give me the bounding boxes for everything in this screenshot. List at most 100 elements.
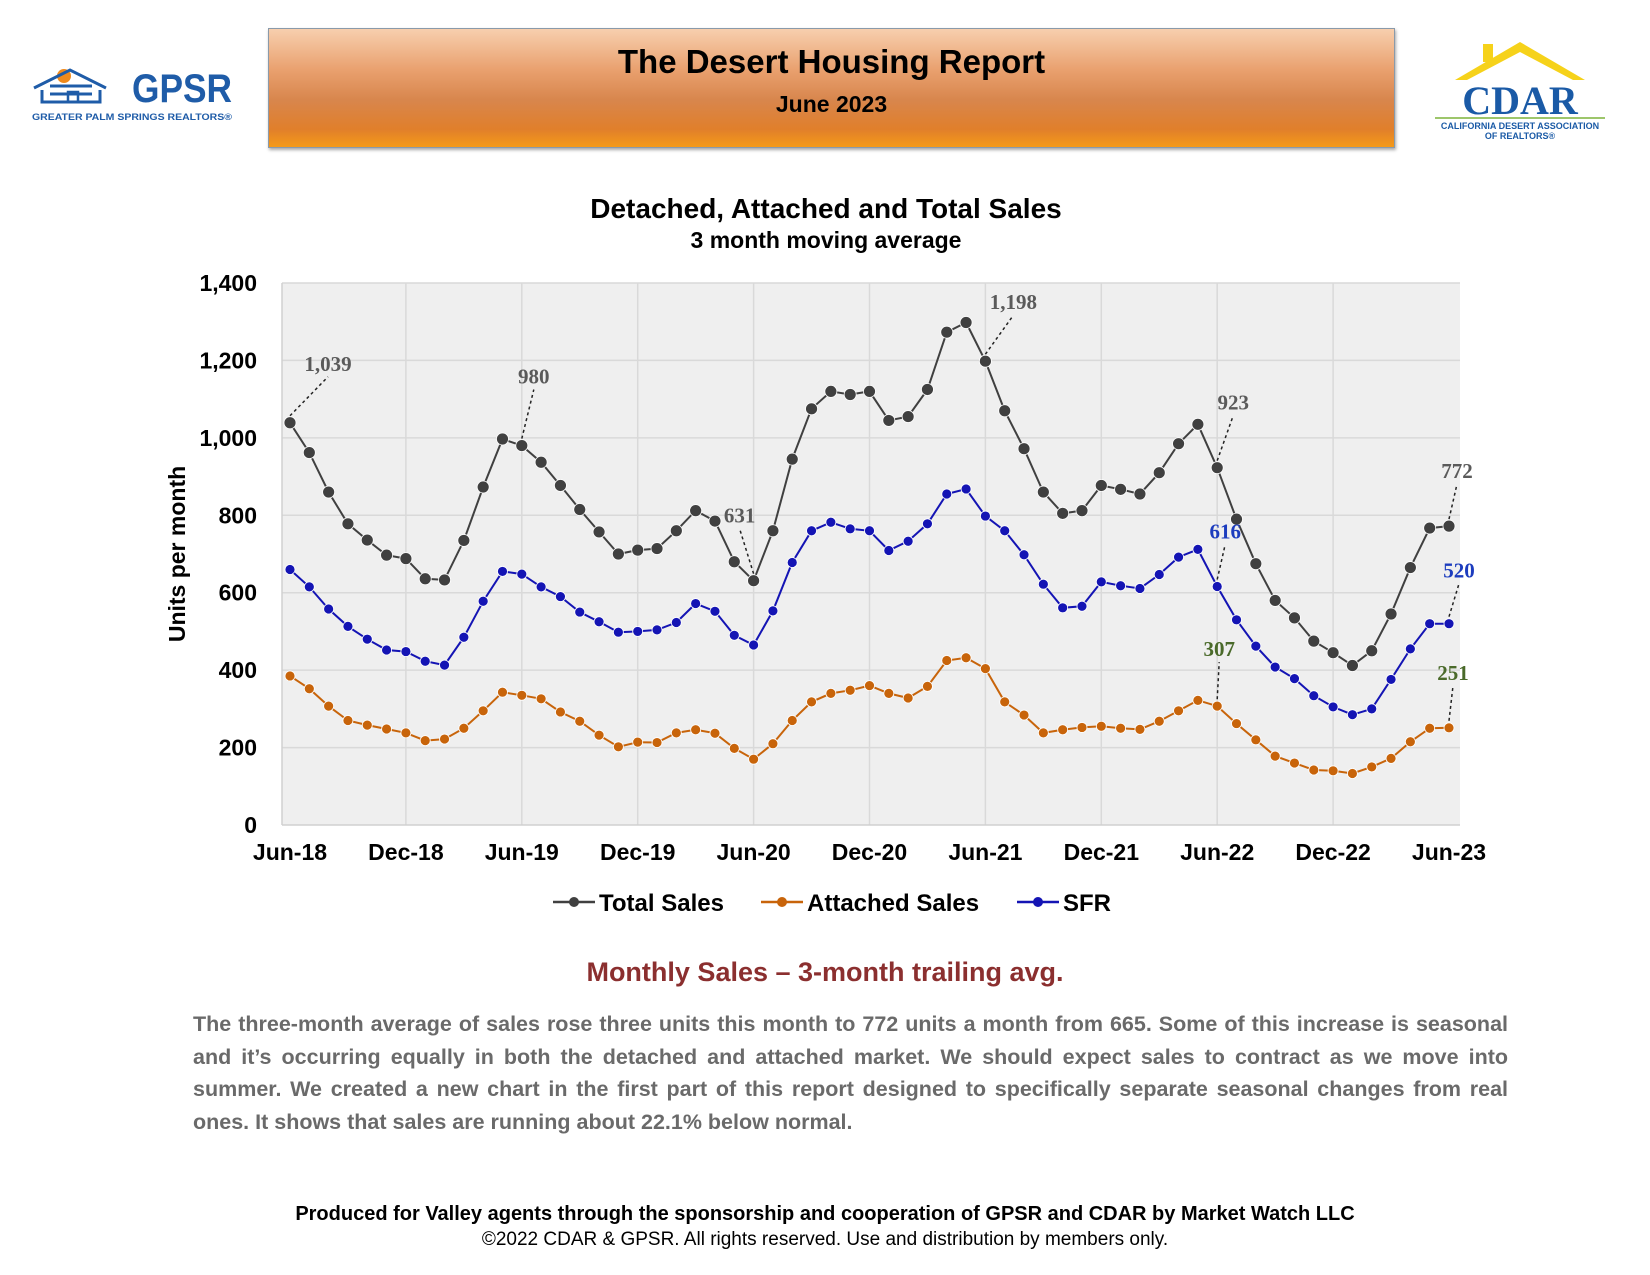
data-point [439, 733, 450, 745]
data-point [323, 603, 335, 615]
plot-area [282, 283, 1460, 825]
data-point [1095, 720, 1107, 732]
data-point [419, 735, 431, 747]
data-point [1347, 709, 1358, 721]
annotation-label: 307 [1203, 637, 1235, 661]
data-point [1327, 701, 1339, 713]
data-point [709, 727, 721, 739]
data-point [361, 719, 373, 731]
chart-legend: Total Sales Attached Sales SFR [553, 890, 1111, 917]
data-point [303, 581, 315, 593]
y-tick-label: 1,000 [199, 425, 257, 451]
legend-swatch-marker [777, 897, 787, 907]
data-point [1384, 607, 1398, 621]
chart-title: Detached, Attached and Total Sales [590, 193, 1061, 224]
report-title: The Desert Housing Report [617, 43, 1046, 80]
data-point [1366, 761, 1378, 773]
data-point [1404, 643, 1416, 655]
data-point [940, 325, 954, 339]
data-point [458, 722, 470, 734]
data-point [1424, 618, 1436, 630]
data-point [805, 402, 818, 416]
cdar-wordmark: CDAR [1462, 78, 1579, 123]
cdar-roof-icon [1455, 42, 1585, 80]
data-point [690, 724, 702, 736]
annotation-label: 1,039 [304, 352, 351, 376]
data-point [1192, 543, 1204, 555]
data-point [1134, 723, 1146, 735]
data-point [535, 581, 547, 593]
data-point [1134, 583, 1146, 594]
data-point [1017, 442, 1031, 456]
data-point [284, 564, 296, 575]
data-point [554, 479, 567, 492]
data-point [1173, 705, 1184, 717]
data-point [1056, 506, 1070, 520]
data-point [381, 723, 392, 735]
data-point [592, 525, 606, 539]
legend-label: Total Sales [599, 890, 724, 917]
data-point [748, 753, 759, 765]
annotation-leader [984, 314, 1015, 355]
data-point [650, 542, 664, 555]
data-point [516, 689, 528, 701]
chart-subtitle: 3 month moving average [691, 227, 962, 253]
data-point [400, 646, 412, 657]
data-point [863, 384, 876, 398]
data-point [418, 572, 432, 586]
gpsr-logo: GPSR GREATER PALM SPRINGS REALTORS® [32, 67, 232, 123]
data-point [689, 504, 703, 518]
data-point [1210, 461, 1224, 475]
data-point [670, 727, 682, 739]
data-point [399, 552, 413, 566]
data-point [1443, 618, 1455, 630]
annotation-label: 980 [518, 365, 550, 389]
data-point [941, 488, 953, 500]
data-point [980, 663, 991, 674]
data-point [534, 455, 548, 469]
data-point [1037, 727, 1049, 739]
data-point [1037, 578, 1049, 590]
data-point [361, 633, 373, 645]
data-point [631, 543, 645, 557]
annotation-label: 923 [1217, 391, 1249, 415]
data-point [728, 629, 740, 641]
data-point [1153, 569, 1165, 580]
data-point [1326, 646, 1340, 660]
data-point [1191, 417, 1205, 431]
data-point [593, 616, 605, 628]
data-point [593, 729, 605, 741]
data-point [555, 591, 566, 602]
footer-credit: Produced for Valley agents through the s… [295, 1203, 1355, 1225]
data-point [612, 626, 624, 638]
data-point [960, 483, 972, 495]
data-point [1095, 576, 1107, 588]
data-point [901, 410, 915, 423]
caption-body: The three-month average of sales rose th… [193, 1012, 1508, 1134]
data-annotations: 1,039 980 631 1,198 923 772 616 520 307 251 [289, 290, 1475, 721]
data-point [1268, 594, 1282, 607]
data-point [999, 525, 1011, 537]
data-point [882, 414, 896, 427]
data-point [1327, 765, 1339, 777]
data-point [824, 384, 838, 398]
data-point [342, 715, 354, 726]
y-tick-label: 400 [219, 657, 257, 683]
data-point [1308, 764, 1320, 776]
data-point [979, 354, 992, 368]
annotation-leader [521, 389, 535, 439]
data-point [458, 631, 470, 643]
data-point [902, 692, 914, 704]
y-tick-label: 1,400 [199, 270, 257, 296]
data-point [1307, 634, 1321, 648]
data-point [844, 684, 856, 696]
data-point [1094, 479, 1108, 492]
x-tick-label: Jun-23 [1412, 839, 1486, 865]
data-point [1385, 674, 1397, 685]
legend-label: Attached Sales [807, 890, 979, 917]
cdar-logo: CDAR CALIFORNIA DESERT ASSOCIATION OF RE… [1435, 42, 1605, 141]
data-point [1269, 750, 1281, 762]
data-point [574, 715, 586, 727]
series-total-sales [283, 316, 1456, 672]
x-tick-label: Dec-19 [600, 839, 675, 865]
